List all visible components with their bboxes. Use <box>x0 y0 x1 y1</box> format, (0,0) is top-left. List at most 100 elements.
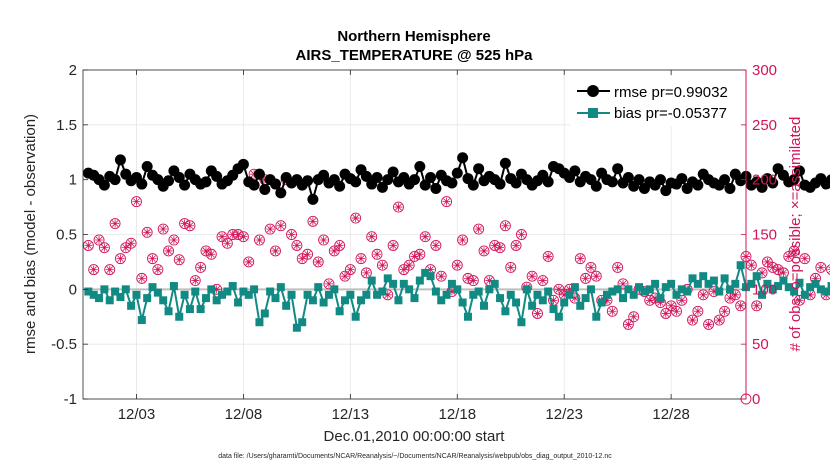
obs-assimilated-marker <box>752 301 761 310</box>
legend: rmse pr=0.99032 bias pr=-0.05377 <box>570 76 740 126</box>
bias-point <box>324 290 333 299</box>
obs-count-point <box>692 305 704 317</box>
obs-assimilated-marker <box>201 246 210 255</box>
obs-possible-marker <box>360 267 372 279</box>
obs-count-point <box>275 220 287 232</box>
obs-assimilated-marker <box>736 301 745 310</box>
obs-possible-marker <box>243 256 255 268</box>
obs-possible-marker <box>441 196 453 208</box>
rmse-point <box>382 174 394 186</box>
rmse-point <box>724 182 736 194</box>
bias-point <box>442 290 451 299</box>
rmse-point <box>259 184 271 196</box>
obs-possible-marker <box>526 270 538 282</box>
obs-count-point <box>617 278 629 290</box>
obs-possible-marker <box>751 300 763 312</box>
y-axis-label-left: rmse and bias (model - observation) <box>22 114 39 354</box>
rmse-point <box>457 152 469 164</box>
obs-assimilated-marker <box>469 276 478 285</box>
obs-count-point <box>612 261 624 273</box>
obs-count-point <box>494 242 506 254</box>
bias-point <box>586 285 595 294</box>
obs-assimilated-marker <box>731 290 740 299</box>
bias-point <box>373 290 382 299</box>
obs-count-point <box>606 305 618 317</box>
bias-point <box>447 279 456 288</box>
obs-assimilated-marker <box>421 232 430 241</box>
x-tick-label: 12/23 <box>545 406 583 423</box>
bias-point <box>383 274 392 283</box>
obs-count-point <box>451 259 463 271</box>
obs-count-point <box>152 264 164 276</box>
obs-count-point <box>216 231 228 243</box>
bias-point <box>645 285 654 294</box>
bias-point <box>212 296 221 305</box>
bias-point <box>255 318 264 327</box>
bias-point <box>763 279 772 288</box>
bias-line <box>87 261 830 330</box>
rmse-point <box>756 181 768 193</box>
obs-assimilated-marker <box>84 241 93 250</box>
bias-point <box>800 290 809 299</box>
bias-point <box>506 290 515 299</box>
obs-count-point <box>826 264 830 275</box>
obs-possible-marker <box>93 234 105 246</box>
bias-point <box>453 285 462 294</box>
obs-count-point <box>703 318 715 330</box>
obs-possible-marker <box>510 240 522 251</box>
bias-point <box>196 305 205 314</box>
bias-point <box>357 296 366 305</box>
obs-possible-marker <box>628 311 640 323</box>
obs-possible-marker <box>719 305 731 317</box>
bias-point <box>405 285 414 294</box>
bias-point <box>111 287 120 296</box>
bias-point <box>822 287 830 296</box>
obs-assimilated-marker <box>362 268 371 277</box>
bias-point <box>234 298 243 307</box>
rmse-point <box>98 179 110 191</box>
obs-possible-marker <box>574 253 586 265</box>
rmse-point <box>109 174 121 186</box>
obs-possible-marker <box>88 264 100 276</box>
obs-count-point <box>478 245 490 257</box>
obs-possible-marker <box>366 231 378 243</box>
obs-possible-marker <box>622 318 634 330</box>
obs-assimilated-marker <box>485 276 494 285</box>
legend-bias-marker <box>588 108 598 118</box>
obs-assimilated-marker <box>645 296 654 305</box>
obs-count-point <box>430 240 442 251</box>
bias-point <box>121 285 130 294</box>
obs-possible-marker <box>350 212 362 224</box>
bias-point <box>635 283 644 292</box>
bias-point <box>271 294 280 303</box>
obs-possible-marker <box>131 196 142 208</box>
obs-count-point <box>221 237 233 249</box>
bias-point <box>688 274 697 283</box>
obs-assimilated-marker <box>725 294 734 303</box>
obs-possible-marker <box>253 234 265 246</box>
bias-point <box>394 296 403 305</box>
bias-point <box>437 296 446 305</box>
obs-possible-marker <box>168 234 180 246</box>
rmse-point <box>590 180 602 192</box>
bias-point <box>651 279 660 288</box>
obs-possible-marker <box>788 245 800 257</box>
obs-assimilated-marker <box>410 252 419 261</box>
bias-point <box>661 283 670 292</box>
bias-point <box>608 287 617 296</box>
bias-point <box>415 276 424 285</box>
bias-point <box>303 290 312 299</box>
y-tick-label-left: -0.5 <box>51 336 77 353</box>
obs-count-point <box>499 220 511 232</box>
obs-possible-marker <box>403 259 415 271</box>
obs-possible-marker <box>334 240 346 251</box>
rmse-point <box>430 182 442 194</box>
rmse-point <box>173 171 185 183</box>
obs-possible-marker <box>606 305 618 317</box>
rmse-point <box>387 166 399 178</box>
bias-point <box>287 290 296 299</box>
bias-point <box>164 307 173 316</box>
bias-point <box>319 298 328 307</box>
bias-point <box>693 279 702 288</box>
footnote: data file: /Users/gharamti/Documents/NCA… <box>218 453 612 460</box>
